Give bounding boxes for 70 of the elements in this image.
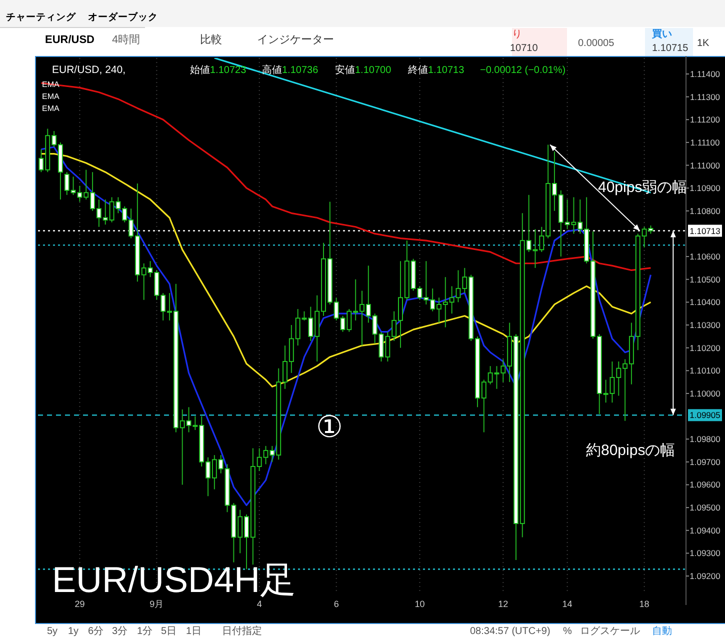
ytick: 1.10200 xyxy=(690,342,720,353)
ytick: 1.11300 xyxy=(690,92,720,102)
annotation: 5y xyxy=(47,626,58,637)
ytick: 1.10300 xyxy=(690,320,720,330)
ytick: 1.10600 xyxy=(690,252,720,262)
annotation: チャーティング xyxy=(6,12,76,23)
annotation: 5日 xyxy=(161,626,177,637)
ytick: 1.10500 xyxy=(690,274,720,284)
annotation: り xyxy=(512,29,522,40)
ytick: 1.09400 xyxy=(690,525,720,536)
ytick: 1.09800 xyxy=(690,434,720,444)
annotation: 1.10723 xyxy=(210,65,246,76)
annotation: ログスケール xyxy=(580,626,640,637)
xtick: 12 xyxy=(498,599,508,609)
annotation: EMA xyxy=(42,104,60,113)
ytick: 1.10100 xyxy=(690,366,720,376)
annotation: % xyxy=(563,626,572,637)
annotation: 1K xyxy=(697,38,710,49)
annotation: 1.10715 xyxy=(652,43,688,54)
ytick: 1.11100 xyxy=(690,137,720,148)
annotation: 約80pipsの幅 xyxy=(586,442,676,459)
annotation: 1.10713 xyxy=(428,65,464,76)
annotation: ① xyxy=(316,411,343,444)
annotation: 1日 xyxy=(186,626,202,637)
ytick: 1.11400 xyxy=(690,68,720,79)
annotation: 1分 xyxy=(137,626,153,637)
annotation: 1.10736 xyxy=(282,65,318,76)
annotation: EUR/USD xyxy=(45,34,95,46)
ytick: 1.10400 xyxy=(690,297,720,308)
annotation: 4時間 xyxy=(112,34,140,46)
annotation: インジケーター xyxy=(257,34,334,46)
annotation: 自動 xyxy=(652,626,672,637)
annotation: 1.10700 xyxy=(355,65,392,76)
annotation: 日付指定 xyxy=(222,626,262,637)
annotation: 08:34:57 (UTC+9) xyxy=(470,626,550,637)
xtick: 18 xyxy=(639,599,650,609)
annotation: 比較 xyxy=(200,34,222,46)
xtick: 29 xyxy=(74,599,85,609)
annotation: −0.00012 (−0.01%) xyxy=(480,65,566,76)
ytick: 1.10800 xyxy=(690,206,720,216)
annotation: EUR/USD, 240, xyxy=(52,64,126,76)
ytick: 1.09600 xyxy=(690,480,720,490)
ref-label: 1.10713 xyxy=(690,226,720,236)
ytick: 1.10900 xyxy=(690,183,720,194)
ytick: 1.09200 xyxy=(690,571,720,582)
annotation: 0.00005 xyxy=(578,38,614,49)
annotation: 始値 xyxy=(190,65,210,76)
annotation: 終値 xyxy=(408,65,428,76)
ytick: 1.09500 xyxy=(690,502,720,513)
annotation: EUR/USD4H足 xyxy=(52,559,296,600)
xtick: 6 xyxy=(334,599,339,609)
ytick: 1.09700 xyxy=(690,456,720,467)
ref-label: 1.09905 xyxy=(690,410,720,420)
annotation: 10710 xyxy=(510,43,538,54)
ytick: 1.11200 xyxy=(690,114,720,125)
xtick: 10 xyxy=(414,599,425,609)
xtick: 14 xyxy=(562,599,572,609)
ytick: 1.09300 xyxy=(690,548,720,558)
annotation: 3分 xyxy=(112,626,128,637)
annotation: EMA xyxy=(42,92,60,101)
annotation: 安値 xyxy=(335,65,355,76)
xtick: 9月 xyxy=(150,599,164,609)
ytick: 1.10000 xyxy=(690,388,720,398)
annotation: 1y xyxy=(68,626,79,637)
annotation: 買い xyxy=(652,29,672,40)
annotation: 高値 xyxy=(262,65,282,76)
ytick: 1.11000 xyxy=(690,160,720,170)
annotation: 6分 xyxy=(88,626,104,637)
annotation: オーダーブック xyxy=(88,12,158,23)
xtick: 4 xyxy=(256,599,262,609)
